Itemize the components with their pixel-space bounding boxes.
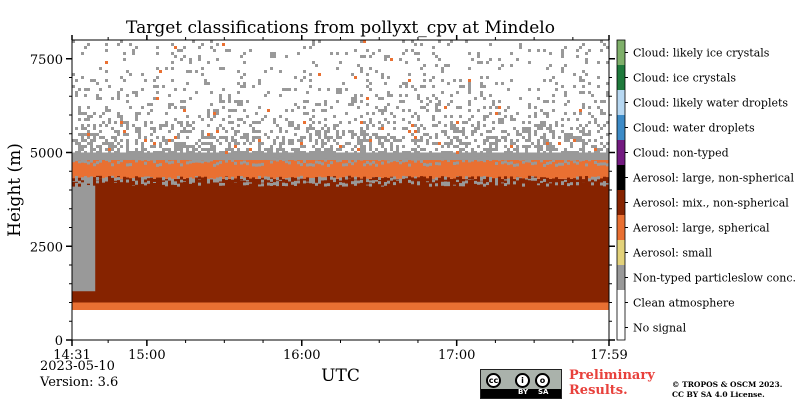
by-label: BY: [518, 388, 529, 396]
legend-label: Cloud: non-typed: [633, 147, 729, 160]
legend-label: Non-typed particleslow conc.: [633, 272, 796, 285]
y-tick-label: 2500: [30, 240, 63, 255]
legend-swatch: [617, 290, 625, 315]
x-tick-label: 16:00: [283, 348, 320, 363]
preliminary-line-2: Results.: [569, 383, 628, 398]
legend-swatch: [617, 165, 625, 190]
y-tick-label: 5000: [30, 147, 63, 162]
copyright-line-2: CC BY SA 4.0 License.: [672, 390, 765, 399]
layer-4: [72, 152, 609, 160]
legend-label: Aerosol: mix., non-spherical: [632, 197, 789, 210]
legend-label: No signal: [633, 322, 687, 335]
legend-swatch: [617, 40, 625, 65]
sa-icon: o: [535, 373, 550, 388]
legend-label: Cloud: likely water droplets: [633, 97, 788, 110]
preliminary-line-1: Preliminary: [569, 368, 655, 383]
legend-swatch: [617, 215, 625, 240]
legend-swatch: [617, 140, 625, 165]
layer-1: [72, 178, 609, 303]
license-strip: BY SA: [481, 388, 561, 398]
legend-label: Cloud: water droplets: [633, 122, 755, 135]
y-tick-label: 7500: [30, 53, 63, 68]
x-tick-label: 17:00: [438, 348, 475, 363]
legend-label: Aerosol: large, non-spherical: [632, 172, 794, 185]
legend-swatch: [617, 240, 625, 265]
y-axis-label: Height (m): [5, 143, 25, 237]
legend-label: Aerosol: small: [632, 247, 712, 260]
legend-swatch: [617, 190, 625, 215]
layer-3: [72, 160, 609, 179]
cc-icon: cc: [486, 373, 501, 388]
x-axis-label: UTC: [321, 366, 360, 386]
sa-label: SA: [538, 388, 549, 396]
layer-0: [72, 302, 609, 310]
layer-boundary-speckle: [72, 156, 609, 187]
legend-swatch: [617, 65, 625, 90]
x-tick-label: 14:31: [53, 348, 90, 363]
preliminary-notice: Preliminary Results.: [569, 368, 655, 398]
x-tick-label: 17:59: [590, 348, 627, 363]
version-label: Version: 3.6: [40, 375, 119, 390]
legend-swatch: [617, 265, 625, 290]
legend-frame: [616, 39, 626, 341]
layer-2: [72, 178, 96, 292]
date-label: 2023-05-10: [40, 359, 115, 374]
by-icon: i: [515, 373, 530, 388]
legend-swatch: [617, 115, 625, 140]
y-tick-label: 0: [55, 334, 63, 349]
legend-swatch: [617, 90, 625, 115]
legend-label: Aerosol: large, spherical: [632, 222, 770, 235]
layer-sparse-noise: [72, 40, 609, 154]
copyright-line-1: © TROPOS & OSCM 2023.: [672, 380, 783, 389]
legend-label: Clean atmosphere: [633, 297, 735, 310]
x-tick-label: 15:00: [128, 348, 165, 363]
chart-title: Target classifications from pollyxt_cpv …: [126, 18, 555, 38]
legend-swatch: [617, 315, 625, 340]
legend-label: Cloud: ice crystals: [633, 72, 736, 85]
legend-label: Cloud: likely ice crystals: [633, 47, 770, 60]
cc-license-badge[interactable]: cc i o BY SA: [480, 369, 562, 399]
copyright-notice: © TROPOS & OSCM 2023. CC BY SA 4.0 Licen…: [672, 380, 782, 400]
